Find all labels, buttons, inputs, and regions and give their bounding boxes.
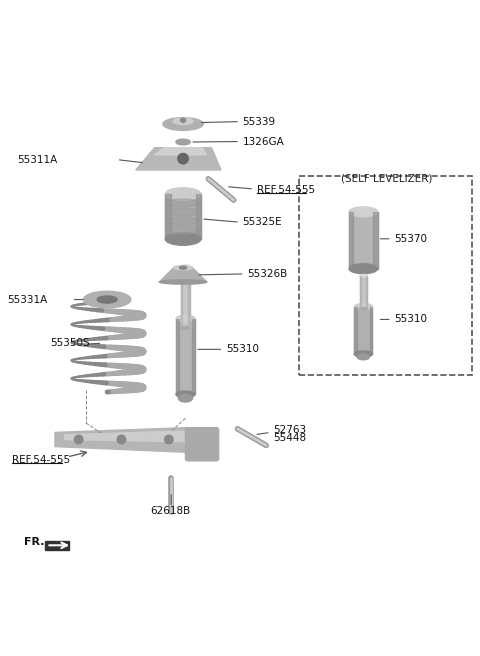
Ellipse shape <box>354 351 372 358</box>
Text: REF.54-555: REF.54-555 <box>12 455 71 465</box>
Ellipse shape <box>180 266 187 269</box>
FancyBboxPatch shape <box>185 428 219 461</box>
Ellipse shape <box>74 435 83 443</box>
Text: 55370: 55370 <box>394 234 427 244</box>
Text: 55350S: 55350S <box>50 338 90 348</box>
Text: 62618B: 62618B <box>150 506 190 516</box>
Ellipse shape <box>360 274 367 277</box>
Bar <box>189 266 190 328</box>
Ellipse shape <box>357 354 370 359</box>
Bar <box>165 194 170 239</box>
Bar <box>176 319 195 394</box>
Ellipse shape <box>165 233 201 245</box>
Ellipse shape <box>165 217 201 225</box>
Bar <box>45 541 69 550</box>
Ellipse shape <box>165 208 201 216</box>
Text: 55331A: 55331A <box>8 295 48 304</box>
Ellipse shape <box>349 264 378 274</box>
Ellipse shape <box>165 188 201 200</box>
Ellipse shape <box>165 435 173 443</box>
Ellipse shape <box>176 315 195 322</box>
Text: 1326GA: 1326GA <box>242 136 284 146</box>
Ellipse shape <box>354 304 372 310</box>
Bar <box>354 306 357 354</box>
Bar <box>181 266 182 328</box>
Bar <box>349 212 378 269</box>
Ellipse shape <box>179 394 192 402</box>
Bar <box>165 194 201 239</box>
Ellipse shape <box>173 117 193 125</box>
Bar <box>373 212 378 269</box>
Ellipse shape <box>181 265 190 268</box>
Ellipse shape <box>174 266 192 270</box>
Ellipse shape <box>97 296 117 303</box>
Bar <box>360 276 367 309</box>
Bar <box>366 276 367 309</box>
Text: 55311A: 55311A <box>17 155 57 165</box>
Polygon shape <box>55 428 207 453</box>
Text: 55326B: 55326B <box>247 269 288 279</box>
Text: 55310: 55310 <box>394 314 427 325</box>
Bar <box>195 194 201 239</box>
Bar <box>370 306 372 354</box>
Bar <box>176 319 179 394</box>
Ellipse shape <box>117 435 126 443</box>
Ellipse shape <box>165 199 201 207</box>
Ellipse shape <box>360 308 367 310</box>
Polygon shape <box>64 431 197 442</box>
Polygon shape <box>155 148 207 155</box>
Ellipse shape <box>176 391 195 398</box>
Polygon shape <box>136 148 221 170</box>
Ellipse shape <box>84 291 131 308</box>
Ellipse shape <box>165 226 201 234</box>
Ellipse shape <box>159 280 207 284</box>
Bar <box>192 319 195 394</box>
Bar <box>354 306 372 354</box>
Bar <box>349 212 353 269</box>
Bar <box>181 266 190 328</box>
Text: 55325E: 55325E <box>242 217 282 227</box>
Text: (SELF LEVELIZER): (SELF LEVELIZER) <box>341 173 433 183</box>
Polygon shape <box>159 268 207 282</box>
Ellipse shape <box>349 207 378 216</box>
Text: REF.54-555: REF.54-555 <box>257 186 315 195</box>
Text: FR.: FR. <box>24 537 45 548</box>
Text: 55339: 55339 <box>242 117 276 127</box>
Text: 55448: 55448 <box>273 433 306 443</box>
Ellipse shape <box>176 139 190 145</box>
Ellipse shape <box>180 118 185 122</box>
Ellipse shape <box>181 327 190 329</box>
Ellipse shape <box>178 154 188 164</box>
Text: 55310: 55310 <box>226 344 259 354</box>
Ellipse shape <box>163 117 203 131</box>
Text: 52763: 52763 <box>273 425 306 435</box>
